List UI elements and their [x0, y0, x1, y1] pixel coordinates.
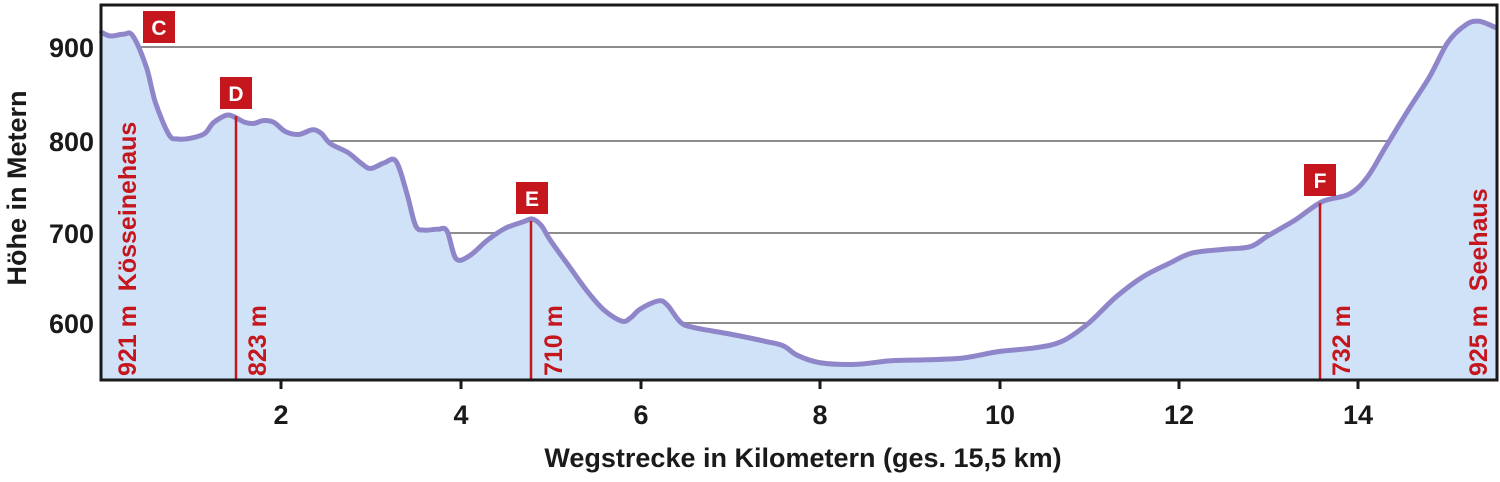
elevation-area: [101, 21, 1496, 381]
marker-badge-c: C: [143, 11, 175, 43]
x-tick-2: 2: [273, 400, 288, 430]
marker-lines: [234, 116, 1322, 380]
x-tick-8: 8: [812, 400, 827, 430]
marker-badge-e: E: [516, 182, 548, 214]
x-tick-6: 6: [633, 400, 648, 430]
x-axis-title: Wegstrecke in Kilometern (ges. 15,5 km): [544, 443, 1061, 473]
x-tick-10: 10: [985, 400, 1015, 430]
end-label: 925 m Seehaus: [1465, 188, 1493, 376]
y-tick-700: 700: [49, 219, 94, 249]
elevation-line: [99, 18, 1499, 367]
y-tick-800: 800: [49, 127, 94, 157]
marker-letter-d: D: [228, 83, 243, 106]
marker-d-elevation: 823 m: [244, 305, 272, 376]
marker-f-elevation: 732 m: [1328, 305, 1356, 376]
y-tick-900: 900: [49, 33, 94, 63]
marker-badge-f: F: [1304, 164, 1336, 196]
marker-e-elevation: 710 m: [540, 305, 568, 376]
start-label: 921 m Kösseinehaus: [114, 122, 142, 376]
x-tick-14: 14: [1343, 400, 1373, 430]
y-tick-labels: 900 800 700 600: [49, 33, 94, 339]
x-ticks: [279, 380, 1360, 389]
marker-badge-d: D: [220, 77, 252, 109]
marker-letter-c: C: [151, 17, 166, 40]
plot-frame: [99, 3, 1499, 382]
x-tick-labels: 2 4 6 8 10 12 14: [273, 400, 1373, 430]
marker-letter-e: E: [525, 188, 539, 211]
x-tick-4: 4: [453, 400, 468, 430]
y-tick-600: 600: [49, 309, 94, 339]
x-tick-12: 12: [1164, 400, 1194, 430]
marker-letter-f: F: [1314, 170, 1327, 193]
y-axis-title: Höhe in Metern: [2, 90, 32, 285]
